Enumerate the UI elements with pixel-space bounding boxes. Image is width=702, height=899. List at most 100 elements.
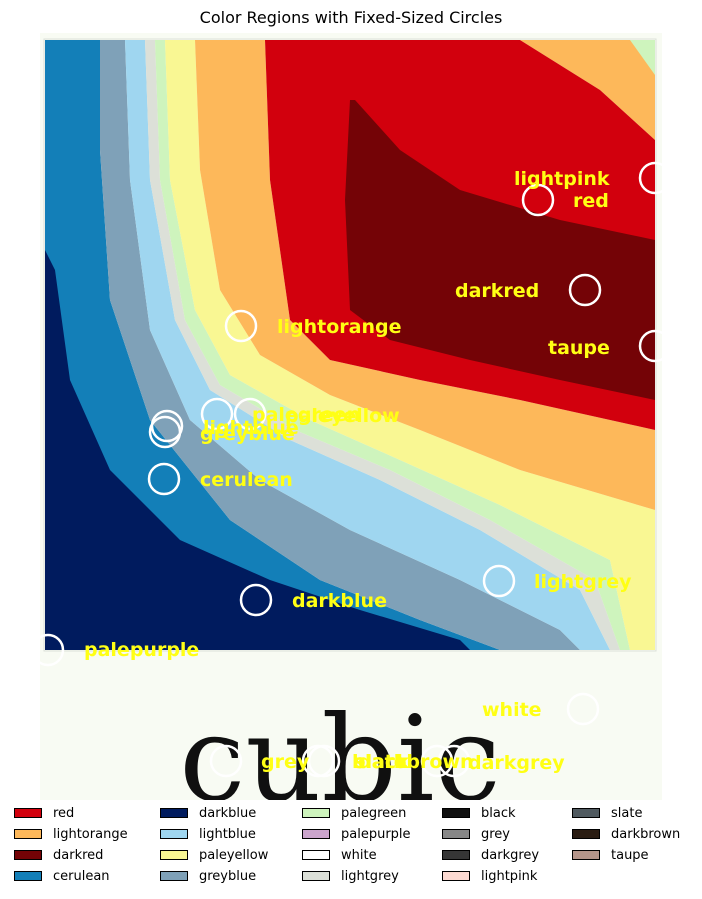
circle-label-lightpink: lightpink xyxy=(514,168,610,190)
circle-marker-lightgrey xyxy=(482,564,516,598)
legend-label-lightpink: lightpink xyxy=(481,868,538,884)
legend-label-palepurple: palepurple xyxy=(341,826,411,842)
circle-label-palegreen: palegreen xyxy=(252,404,360,426)
circle-marker-grey xyxy=(209,744,243,778)
legend-label-taupe: taupe xyxy=(611,847,649,863)
circle-label-paleyellow: paleyellow xyxy=(285,405,400,427)
legend-label-darkgrey: darkgrey xyxy=(481,847,540,863)
circle-marker-greyblue xyxy=(148,415,182,449)
legend-entry-paleyellow: paleyellow xyxy=(160,846,268,864)
circle-marker-paleyellow xyxy=(233,397,267,431)
legend-label-darkbrown: darkbrown xyxy=(611,826,681,842)
legend-label-cerulean: cerulean xyxy=(53,868,110,884)
legend-swatch-darkbrown xyxy=(572,829,600,839)
region-palegreen-corner xyxy=(630,40,655,75)
circle-marker-darkgrey xyxy=(437,744,471,778)
chart-title: Color Regions with Fixed-Sized Circles xyxy=(199,8,503,27)
circle-marker-taupe xyxy=(638,329,672,363)
circle-marker-cerulean xyxy=(147,462,181,496)
legend-entry-taupe: taupe xyxy=(572,846,649,864)
legend-label-lightblue: lightblue xyxy=(199,826,256,842)
legend-entry-darkgrey: darkgrey xyxy=(442,846,539,864)
region-darkblue xyxy=(45,250,470,650)
circle-marker-darkbrown xyxy=(420,744,454,778)
legend-entry-darkblue: darkblue xyxy=(160,804,256,822)
legend-swatch-darkgrey xyxy=(442,850,470,860)
legend-swatch-grey xyxy=(442,829,470,839)
legend-swatch-palegreen xyxy=(302,808,330,818)
legend-swatch-lightgrey xyxy=(302,871,330,881)
region-lightorange xyxy=(195,40,655,510)
legend-entry-cerulean: cerulean xyxy=(14,867,110,885)
circle-label-darkred: darkred xyxy=(455,280,539,302)
legend-swatch-darkred xyxy=(14,850,42,860)
circle-label-darkblue: darkblue xyxy=(292,590,387,612)
circle-marker-darkred xyxy=(568,273,602,307)
circle-label-red: red xyxy=(573,190,609,212)
legend-label-lightorange: lightorange xyxy=(53,826,128,842)
circle-marker-white xyxy=(566,692,600,726)
circle-label-lightgrey: lightgrey xyxy=(534,571,632,593)
region-lightblue xyxy=(125,40,610,650)
region-paleyellow xyxy=(165,40,655,650)
legend-label-greyblue: greyblue xyxy=(199,868,257,884)
circle-label-darkgrey: darkgrey xyxy=(468,752,565,774)
circle-label-cerulean: cerulean xyxy=(200,469,293,491)
legend-swatch-lightpink xyxy=(442,871,470,881)
cubic-caption-text: cubic xyxy=(179,690,500,800)
legend-label-paleyellow: paleyellow xyxy=(199,847,269,863)
region-darkred xyxy=(345,100,655,400)
region-border xyxy=(43,38,657,652)
legend-swatch-greyblue xyxy=(160,871,188,881)
circle-marker-palepurple xyxy=(31,633,65,667)
legend-label-grey: grey xyxy=(481,826,511,842)
circle-label-slate: slate xyxy=(354,751,407,773)
legend-swatch-palepurple xyxy=(302,829,330,839)
legend-swatch-white xyxy=(302,850,330,860)
legend-swatch-lightorange xyxy=(14,829,42,839)
circle-label-lightorange: lightorange xyxy=(277,316,402,338)
legend-entry-lightblue: lightblue xyxy=(160,825,256,843)
cubic-caption-group: cubic xyxy=(179,690,500,800)
legend-label-darkred: darkred xyxy=(53,847,104,863)
circle-label-lightblue: lightblue xyxy=(203,417,299,439)
legend-entry-red: red xyxy=(14,804,74,822)
circle-label-black: black xyxy=(352,751,409,773)
legend-swatch-slate xyxy=(572,808,600,818)
legend-swatch-red xyxy=(14,808,42,818)
circle-label-white: white xyxy=(482,699,542,721)
color-regions xyxy=(40,33,662,800)
legend-label-red: red xyxy=(53,805,75,821)
circle-marker-slate xyxy=(307,744,341,778)
legend-label-darkblue: darkblue xyxy=(199,805,257,821)
legend-entry-slate: slate xyxy=(572,804,642,822)
circle-label-grey: grey xyxy=(261,751,310,773)
legend-entry-lightgrey: lightgrey xyxy=(302,867,399,885)
legend-swatch-cerulean xyxy=(14,871,42,881)
legend-swatch-paleyellow xyxy=(160,850,188,860)
legend-entry-palegreen: palegreen xyxy=(302,804,406,822)
circle-marker-lightorange xyxy=(224,309,258,343)
legend-entry-black: black xyxy=(442,804,516,822)
region-greyblue xyxy=(100,40,580,650)
legend-entry-white: white xyxy=(302,846,377,864)
region-cerulean xyxy=(45,40,500,650)
legend-entry-darkbrown: darkbrown xyxy=(572,825,680,843)
circle-label-darkbrown: darkbrown xyxy=(358,751,474,773)
circle-label-palepurple: palepurple xyxy=(84,639,199,661)
circle-label-greyblue: greyblue xyxy=(200,423,295,445)
legend-entry-darkred: darkred xyxy=(14,846,103,864)
circle-marker-darkblue xyxy=(239,583,273,617)
circle-label-taupe: taupe xyxy=(548,337,610,359)
region-lightorange-corner xyxy=(520,40,655,140)
legend-entry-lightpink: lightpink xyxy=(442,867,537,885)
legend-entry-grey: grey xyxy=(442,825,510,843)
legend-swatch-taupe xyxy=(572,850,600,860)
circle-markers xyxy=(31,161,672,778)
circle-marker-palegreen xyxy=(200,397,234,431)
legend-label-slate: slate xyxy=(611,805,643,821)
legend-entry-palepurple: palepurple xyxy=(302,825,411,843)
legend-entry-lightorange: lightorange xyxy=(14,825,128,843)
